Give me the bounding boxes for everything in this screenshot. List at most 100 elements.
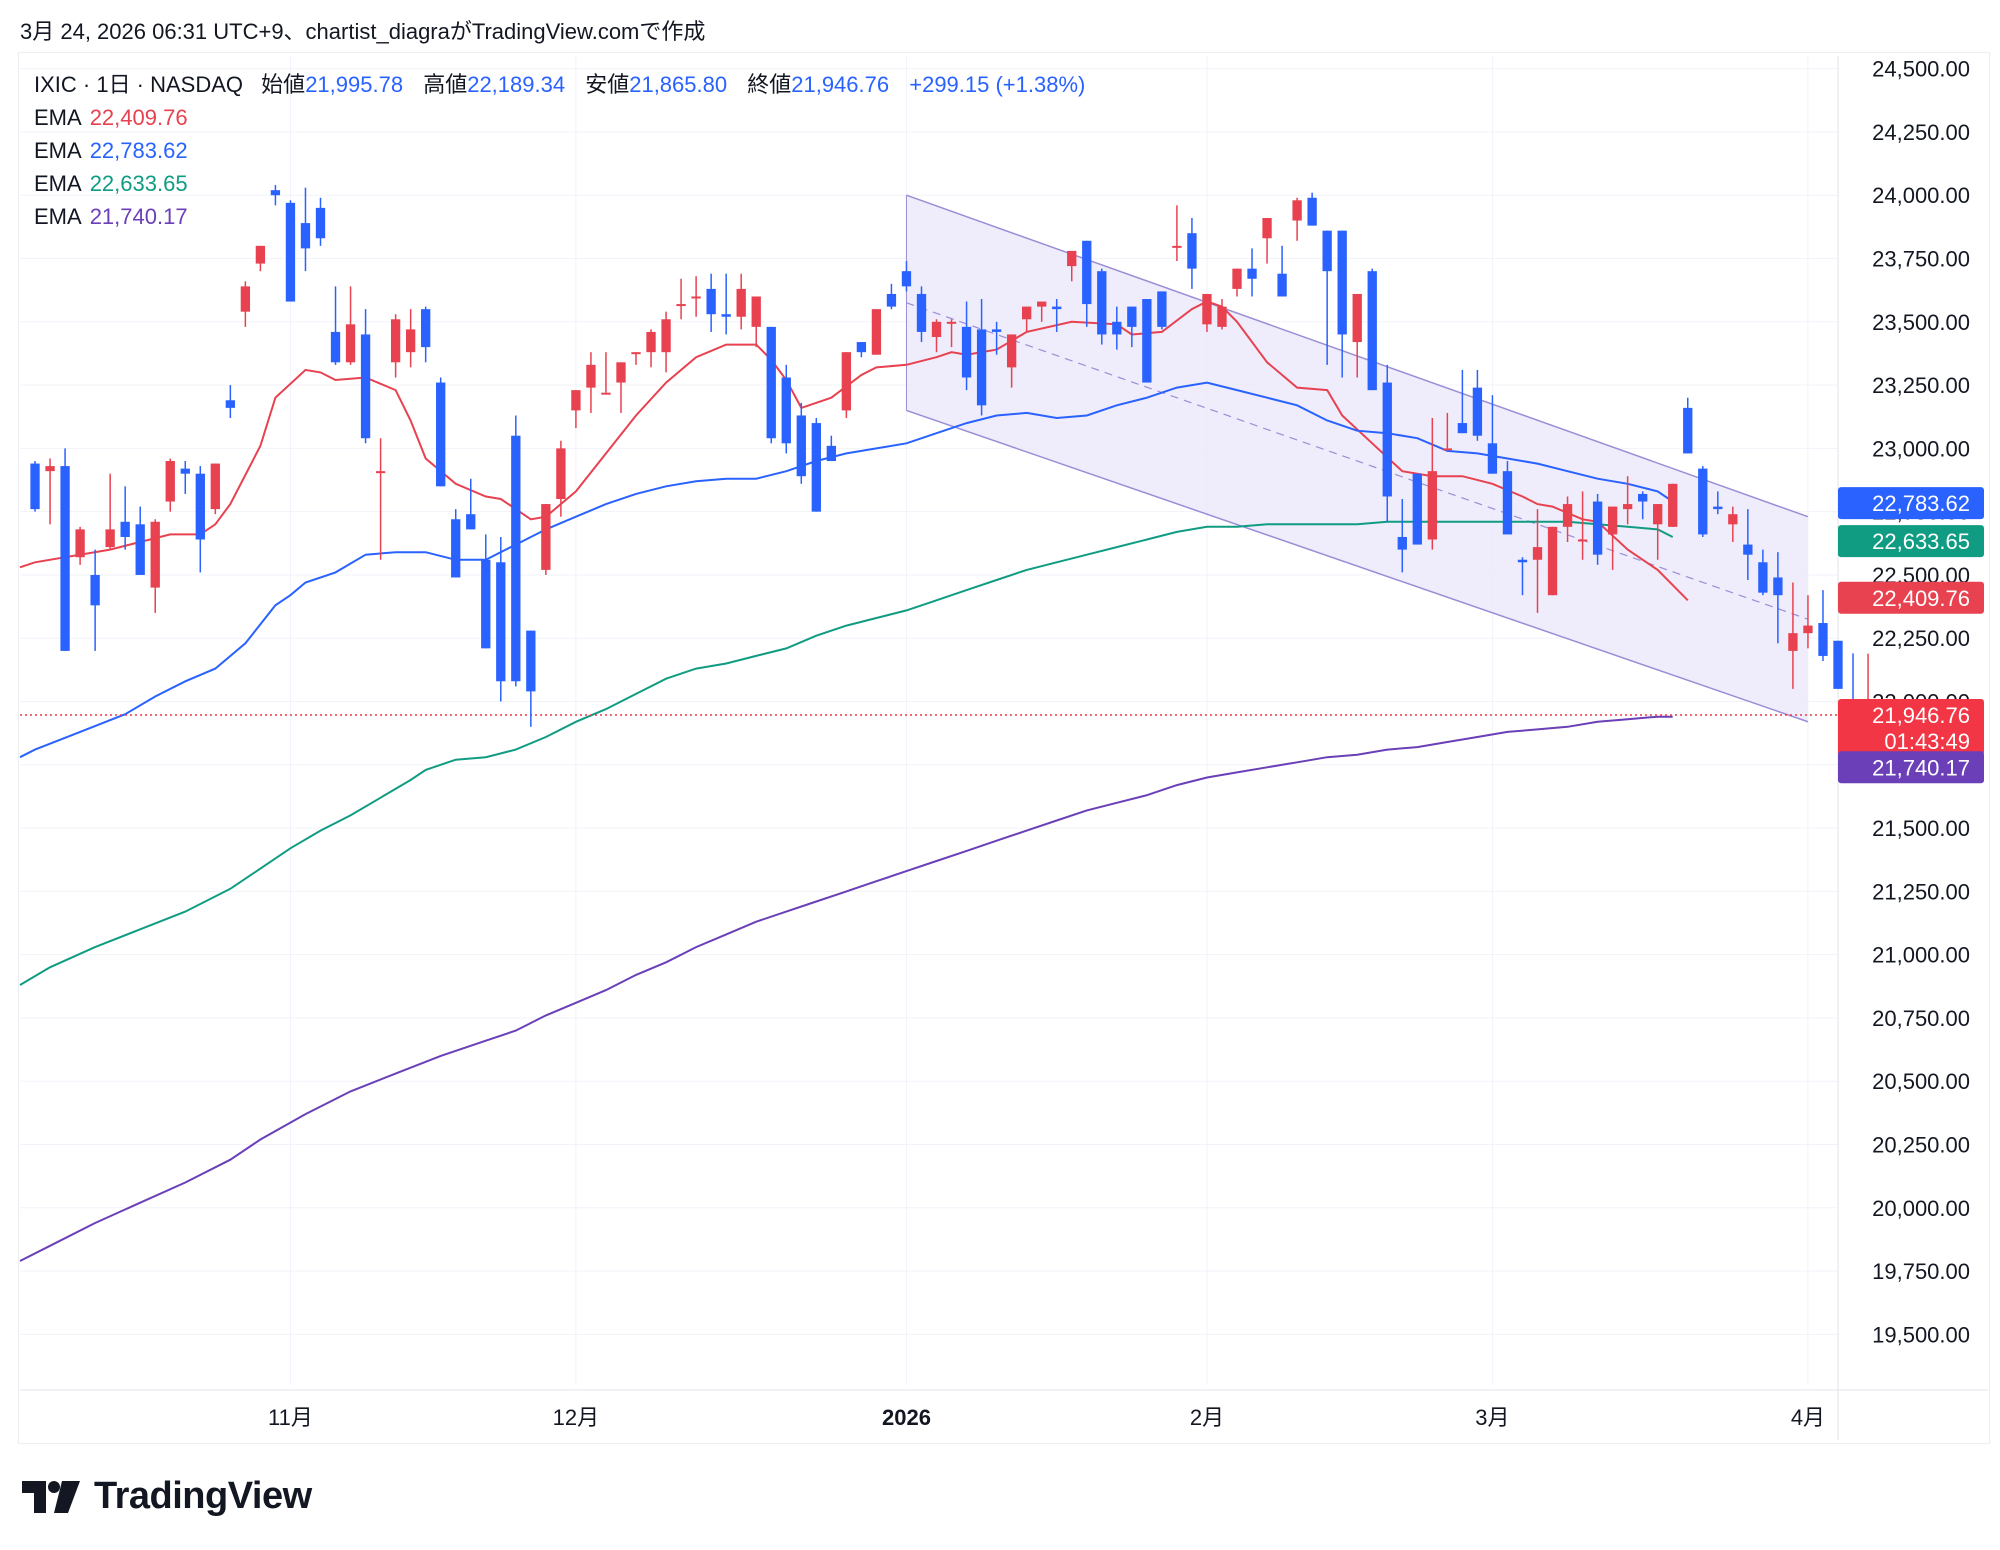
candle-body [1127,306,1137,327]
ema-legend-row: EMA 22,783.62 [34,134,1099,167]
candle-body [345,324,356,363]
candle-body [586,364,596,388]
candle-body [1232,268,1242,289]
candle-body [1622,504,1633,510]
candle-body [1307,197,1317,226]
channel-lower-line [906,409,1809,723]
candle-body [871,309,882,355]
candle-body [1202,293,1212,325]
y-tick-label: 21,000.00 [1872,943,1970,968]
y-tick-label: 24,250.00 [1872,120,1970,145]
candle-body [1653,504,1663,525]
candle-body [706,288,716,315]
candle-body [541,504,551,570]
candle-body [1607,506,1618,535]
candle-body [225,400,236,408]
x-tick-label: 2026 [882,1405,931,1430]
low-label: 安値 [585,72,630,97]
price-chart[interactable]: 24,500.00 24,250.00 24,000.00 23,750.00 23,5… [0,0,2000,1460]
countdown-timer-text: 01:43:49 [1884,729,1970,754]
ema-legend-row: EMA 22,633.65 [34,167,1099,200]
candle-body [781,377,791,444]
candle-body [676,304,686,307]
candle-body [556,448,566,499]
tradingview-brand[interactable]: TradingView [22,1475,312,1518]
y-tick-label: 21,250.00 [1872,879,1970,904]
ema-legend-row: EMA 21,740.17 [34,200,1099,233]
ema-value: 22,783.62 [89,138,188,163]
candle-body [1157,291,1167,327]
candle-body [1728,514,1738,525]
high-label: 高値 [423,72,468,97]
channel-median-line [906,302,1809,620]
candle-body [360,334,371,439]
candle-body [1382,382,1392,497]
candle-body [496,562,506,682]
candle-body [1172,245,1182,248]
x-tick-label: 3月 [1475,1405,1509,1430]
candle-body [421,309,431,348]
candle-body [330,331,341,363]
candle-body [571,390,581,411]
candle-body [1412,473,1422,545]
candle-body [1758,562,1768,593]
candle-body [766,326,776,439]
low-value: 21,865.80 [629,72,728,97]
candle-body [1803,625,1813,634]
candle-body [1472,387,1483,436]
candle-body [631,352,641,355]
candle-body [466,514,476,530]
candle-body [901,271,912,287]
candle-body [946,321,957,324]
ema-label: EMA [34,138,82,163]
candle-body [961,326,972,378]
chart-caption: 3月 24, 2026 06:31 UTC+9、chartist_diagraが… [20,19,706,44]
brand-name: TradingView [94,1475,312,1517]
candle-body [976,329,987,406]
candle-body [751,296,761,327]
candle-body [1112,321,1122,335]
y-tick-label: 19,500.00 [1872,1322,1970,1347]
candle-body [916,293,927,332]
candle-body [300,223,311,249]
candle-body [1487,443,1498,474]
candle-body [436,382,446,487]
y-tick-label: 19,750.00 [1872,1259,1970,1284]
candle-body [1067,250,1077,267]
candle-body [1006,334,1017,368]
candle-body [1547,526,1558,596]
candle-body [811,423,821,512]
candle-body [90,574,100,606]
candle-body [180,468,190,474]
candle-body [721,314,731,317]
candle-body [195,473,205,540]
y-tick-label: 22,250.00 [1872,626,1970,651]
candle-body [105,529,115,548]
y-tick-label: 23,000.00 [1872,436,1970,461]
candle-body [1698,468,1708,535]
candle-body [1562,504,1573,527]
close-label: 終値 [747,72,792,97]
ema-line [19,715,1673,1262]
candle-body [375,471,386,474]
candle-body [1352,293,1362,343]
ema-value: 22,409.76 [89,105,188,130]
candle-body [1187,233,1197,269]
candle-body [451,519,461,578]
y-tick-label: 20,500.00 [1872,1069,1970,1094]
candle-body [1322,230,1332,272]
candle-body [1833,640,1843,689]
candle-body [856,342,867,353]
ema-label: EMA [34,171,82,196]
candle-body [616,362,626,383]
candle-body [120,521,130,537]
x-tick-label: 4月 [1791,1405,1825,1430]
candle-body [736,288,746,317]
candle-body [886,293,897,307]
candle-body [1743,544,1753,555]
candle-body [135,524,145,575]
ema-legend-row: EMA 22,409.76 [34,101,1099,134]
candle-body [45,466,55,472]
candle-body [1442,448,1453,451]
candle-body [1427,471,1437,540]
